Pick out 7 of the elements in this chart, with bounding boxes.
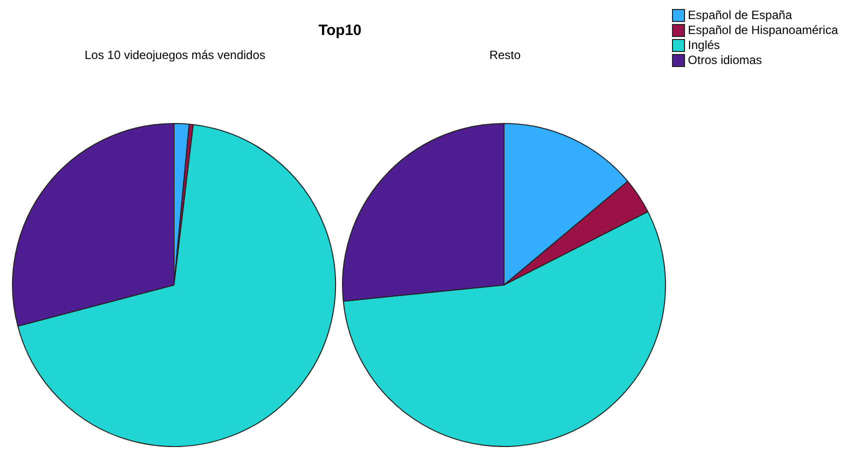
slice-label: Los 10 videojuegos más vendidos [84,48,266,62]
slice-label: Resto [488,48,522,62]
legend-label: Otros idiomas [688,53,762,68]
legend-label: Inglés [688,38,720,53]
legend-label: Español de España [688,8,792,23]
text: Top10 [317,22,363,39]
legend-label: Español de Hispanoamérica [688,23,838,38]
